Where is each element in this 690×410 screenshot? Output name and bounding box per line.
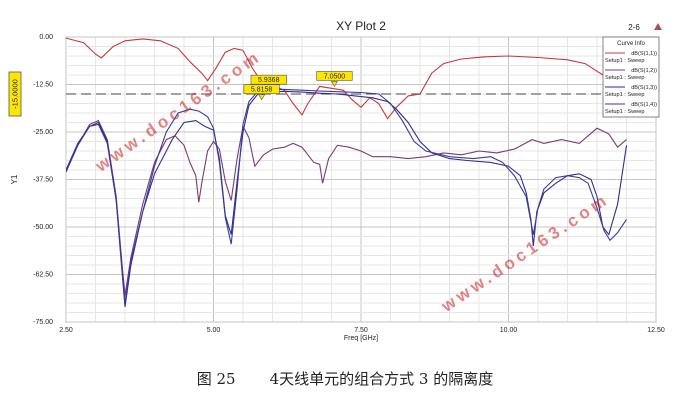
y-tick-label: -37.50	[33, 177, 53, 184]
y-tick-label: -25.00	[33, 129, 53, 136]
reference-line-label-box	[8, 71, 22, 117]
y-tick-label: -12.50	[33, 82, 53, 89]
legend-entry-name: dB(S(1,2))	[631, 68, 657, 74]
x-tick-label: 7.50	[354, 327, 368, 334]
y-tick-label: -50.00	[33, 224, 53, 231]
x-tick-label: 2.50	[59, 327, 73, 334]
x-axis-label: Freq [GHz]	[344, 335, 378, 342]
marker-label: 5.9368	[258, 77, 280, 84]
legend-entry-name: dB(S(1,1))	[631, 51, 657, 57]
marker-triangle	[258, 94, 266, 101]
marker-label-box	[250, 74, 287, 85]
x-tick-label: 10.00	[500, 327, 518, 334]
series-line	[66, 37, 627, 120]
legend-title: Curve Info	[617, 41, 645, 47]
chart-title: XY Plot 2	[336, 19, 386, 33]
legend-entry-setup: Setup1 : Sweep	[605, 109, 645, 115]
figure-caption: 图 25 4天线单元的组合方式 3 的隔离度	[0, 368, 690, 389]
marker-label-box	[316, 71, 353, 81]
collapse-arrow-icon	[654, 23, 662, 30]
legend-entry-name: dB(S(1,3))	[631, 85, 657, 91]
marker-label: 5.8158	[251, 87, 273, 94]
xy-plot: XY Plot 2 2-6 2.50 5.00 7.50 10.00 12.50 0.00 -1…	[8, 19, 665, 342]
y-tick-label: -62.50	[33, 272, 53, 279]
reference-line-label: -15.0000	[11, 79, 20, 109]
y-tick-label: 0.00	[39, 34, 53, 41]
legend-entry-setup: Setup1 : Sweep	[605, 75, 645, 81]
x-tick-label: 12.50	[647, 327, 665, 334]
marker-triangle	[330, 81, 338, 87]
corner-label: 2-6	[628, 23, 640, 32]
figure-number: 图 25	[196, 370, 236, 388]
legend-entry-setup: Setup1 : Sweep	[605, 58, 645, 64]
marker-label-box	[243, 84, 280, 94]
legend-entry-setup: Setup1 : Sweep	[605, 92, 645, 98]
series-line	[66, 119, 627, 296]
marker-label: 7.0500	[324, 73, 346, 80]
y-axis-label: Y1	[10, 174, 19, 184]
y-tick-label: -75.00	[33, 319, 53, 326]
caption-text: 4天线单元的组合方式 3 的隔离度	[269, 370, 494, 388]
x-tick-label: 5.00	[207, 327, 221, 334]
legend-entry-name: dB(S(1,4))	[631, 102, 657, 108]
series-line	[66, 88, 627, 304]
